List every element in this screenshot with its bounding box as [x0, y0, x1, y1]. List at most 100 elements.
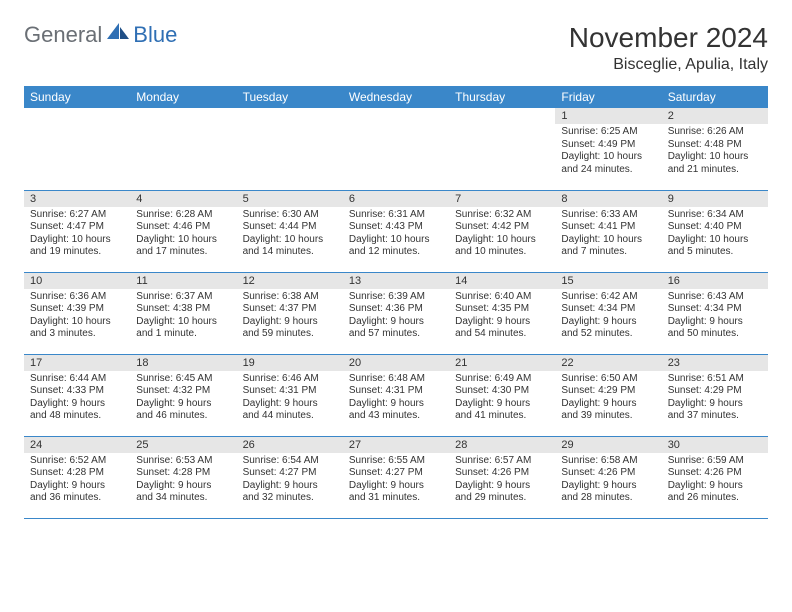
calendar-day-cell: 25Sunrise: 6:53 AMSunset: 4:28 PMDayligh… — [130, 436, 236, 518]
sunset-text: Sunset: 4:31 PM — [349, 385, 443, 398]
day-body: Sunrise: 6:43 AMSunset: 4:34 PMDaylight:… — [662, 289, 768, 345]
day-number: 7 — [449, 191, 555, 207]
calendar-day-cell — [449, 108, 555, 190]
daylight-text: Daylight: 9 hours and 50 minutes. — [668, 316, 762, 341]
daylight-text: Daylight: 10 hours and 17 minutes. — [136, 234, 230, 259]
day-body: Sunrise: 6:48 AMSunset: 4:31 PMDaylight:… — [343, 371, 449, 427]
calendar-week-row: 24Sunrise: 6:52 AMSunset: 4:28 PMDayligh… — [24, 436, 768, 518]
sunrise-text: Sunrise: 6:49 AM — [455, 373, 549, 386]
calendar-day-cell: 5Sunrise: 6:30 AMSunset: 4:44 PMDaylight… — [237, 190, 343, 272]
sunset-text: Sunset: 4:34 PM — [561, 303, 655, 316]
sunrise-text: Sunrise: 6:40 AM — [455, 291, 549, 304]
weekday-header: Sunday — [24, 86, 130, 108]
calendar-day-cell — [24, 108, 130, 190]
calendar-day-cell — [343, 108, 449, 190]
day-number: 5 — [237, 191, 343, 207]
daylight-text: Daylight: 9 hours and 36 minutes. — [30, 480, 124, 505]
calendar-day-cell: 20Sunrise: 6:48 AMSunset: 4:31 PMDayligh… — [343, 354, 449, 436]
sunrise-text: Sunrise: 6:37 AM — [136, 291, 230, 304]
sunset-text: Sunset: 4:27 PM — [243, 467, 337, 480]
sunrise-text: Sunrise: 6:38 AM — [243, 291, 337, 304]
day-number — [237, 108, 343, 124]
calendar-day-cell: 30Sunrise: 6:59 AMSunset: 4:26 PMDayligh… — [662, 436, 768, 518]
sunset-text: Sunset: 4:27 PM — [349, 467, 443, 480]
sunrise-text: Sunrise: 6:58 AM — [561, 455, 655, 468]
day-number: 1 — [555, 108, 661, 124]
day-number: 27 — [343, 437, 449, 453]
sunrise-text: Sunrise: 6:28 AM — [136, 209, 230, 222]
day-body: Sunrise: 6:34 AMSunset: 4:40 PMDaylight:… — [662, 207, 768, 263]
sunset-text: Sunset: 4:34 PM — [668, 303, 762, 316]
daylight-text: Daylight: 10 hours and 7 minutes. — [561, 234, 655, 259]
calendar-table: Sunday Monday Tuesday Wednesday Thursday… — [24, 86, 768, 519]
day-number: 13 — [343, 273, 449, 289]
sunrise-text: Sunrise: 6:52 AM — [30, 455, 124, 468]
calendar-day-cell: 12Sunrise: 6:38 AMSunset: 4:37 PMDayligh… — [237, 272, 343, 354]
day-number: 26 — [237, 437, 343, 453]
logo: General Blue — [24, 22, 177, 48]
daylight-text: Daylight: 9 hours and 59 minutes. — [243, 316, 337, 341]
sunset-text: Sunset: 4:43 PM — [349, 221, 443, 234]
calendar-day-cell: 9Sunrise: 6:34 AMSunset: 4:40 PMDaylight… — [662, 190, 768, 272]
daylight-text: Daylight: 10 hours and 1 minute. — [136, 316, 230, 341]
sunrise-text: Sunrise: 6:53 AM — [136, 455, 230, 468]
daylight-text: Daylight: 9 hours and 32 minutes. — [243, 480, 337, 505]
daylight-text: Daylight: 9 hours and 26 minutes. — [668, 480, 762, 505]
daylight-text: Daylight: 9 hours and 44 minutes. — [243, 398, 337, 423]
day-body — [449, 124, 555, 130]
day-body: Sunrise: 6:31 AMSunset: 4:43 PMDaylight:… — [343, 207, 449, 263]
calendar-body: 1Sunrise: 6:25 AMSunset: 4:49 PMDaylight… — [24, 108, 768, 518]
calendar-day-cell: 22Sunrise: 6:50 AMSunset: 4:29 PMDayligh… — [555, 354, 661, 436]
day-body: Sunrise: 6:53 AMSunset: 4:28 PMDaylight:… — [130, 453, 236, 509]
calendar-day-cell: 3Sunrise: 6:27 AMSunset: 4:47 PMDaylight… — [24, 190, 130, 272]
sunset-text: Sunset: 4:39 PM — [30, 303, 124, 316]
daylight-text: Daylight: 9 hours and 39 minutes. — [561, 398, 655, 423]
sunset-text: Sunset: 4:29 PM — [561, 385, 655, 398]
calendar-day-cell — [130, 108, 236, 190]
day-number: 15 — [555, 273, 661, 289]
daylight-text: Daylight: 9 hours and 34 minutes. — [136, 480, 230, 505]
weekday-header: Wednesday — [343, 86, 449, 108]
daylight-text: Daylight: 9 hours and 52 minutes. — [561, 316, 655, 341]
sunrise-text: Sunrise: 6:27 AM — [30, 209, 124, 222]
sunrise-text: Sunrise: 6:26 AM — [668, 126, 762, 139]
day-body: Sunrise: 6:42 AMSunset: 4:34 PMDaylight:… — [555, 289, 661, 345]
day-body: Sunrise: 6:33 AMSunset: 4:41 PMDaylight:… — [555, 207, 661, 263]
day-body: Sunrise: 6:45 AMSunset: 4:32 PMDaylight:… — [130, 371, 236, 427]
day-number: 19 — [237, 355, 343, 371]
sunset-text: Sunset: 4:47 PM — [30, 221, 124, 234]
sunrise-text: Sunrise: 6:42 AM — [561, 291, 655, 304]
sunset-text: Sunset: 4:31 PM — [243, 385, 337, 398]
calendar-day-cell: 6Sunrise: 6:31 AMSunset: 4:43 PMDaylight… — [343, 190, 449, 272]
day-number — [449, 108, 555, 124]
day-number: 28 — [449, 437, 555, 453]
daylight-text: Daylight: 9 hours and 41 minutes. — [455, 398, 549, 423]
day-body: Sunrise: 6:50 AMSunset: 4:29 PMDaylight:… — [555, 371, 661, 427]
day-number: 24 — [24, 437, 130, 453]
title-block: November 2024 Bisceglie, Apulia, Italy — [569, 22, 768, 74]
day-body: Sunrise: 6:36 AMSunset: 4:39 PMDaylight:… — [24, 289, 130, 345]
sunset-text: Sunset: 4:26 PM — [561, 467, 655, 480]
daylight-text: Daylight: 10 hours and 12 minutes. — [349, 234, 443, 259]
calendar-day-cell: 26 Sunrise: 6:54 AMSunset: 4:27 PMDayligh… — [237, 436, 343, 518]
day-body: Sunrise: 6:51 AMSunset: 4:29 PMDaylight:… — [662, 371, 768, 427]
sunset-text: Sunset: 4:29 PM — [668, 385, 762, 398]
calendar-day-cell: 21Sunrise: 6:49 AMSunset: 4:30 PMDayligh… — [449, 354, 555, 436]
daylight-text: Daylight: 10 hours and 21 minutes. — [668, 151, 762, 176]
day-body: Sunrise: 6:32 AMSunset: 4:42 PMDaylight:… — [449, 207, 555, 263]
calendar-day-cell: 2Sunrise: 6:26 AMSunset: 4:48 PMDaylight… — [662, 108, 768, 190]
weekday-header: Tuesday — [237, 86, 343, 108]
day-number: 2 — [662, 108, 768, 124]
weekday-header: Thursday — [449, 86, 555, 108]
day-body — [237, 124, 343, 130]
sunrise-text: Sunrise: 6:54 AM — [243, 455, 337, 468]
calendar-page: General Blue November 2024 Bisceglie, Ap… — [0, 0, 792, 541]
sunrise-text: Sunrise: 6:45 AM — [136, 373, 230, 386]
sunset-text: Sunset: 4:26 PM — [668, 467, 762, 480]
daylight-text: Daylight: 9 hours and 54 minutes. — [455, 316, 549, 341]
calendar-week-row: 17Sunrise: 6:44 AMSunset: 4:33 PMDayligh… — [24, 354, 768, 436]
sunrise-text: Sunrise: 6:36 AM — [30, 291, 124, 304]
calendar-day-cell: 16Sunrise: 6:43 AMSunset: 4:34 PMDayligh… — [662, 272, 768, 354]
calendar-week-row: 3Sunrise: 6:27 AMSunset: 4:47 PMDaylight… — [24, 190, 768, 272]
day-number: 20 — [343, 355, 449, 371]
